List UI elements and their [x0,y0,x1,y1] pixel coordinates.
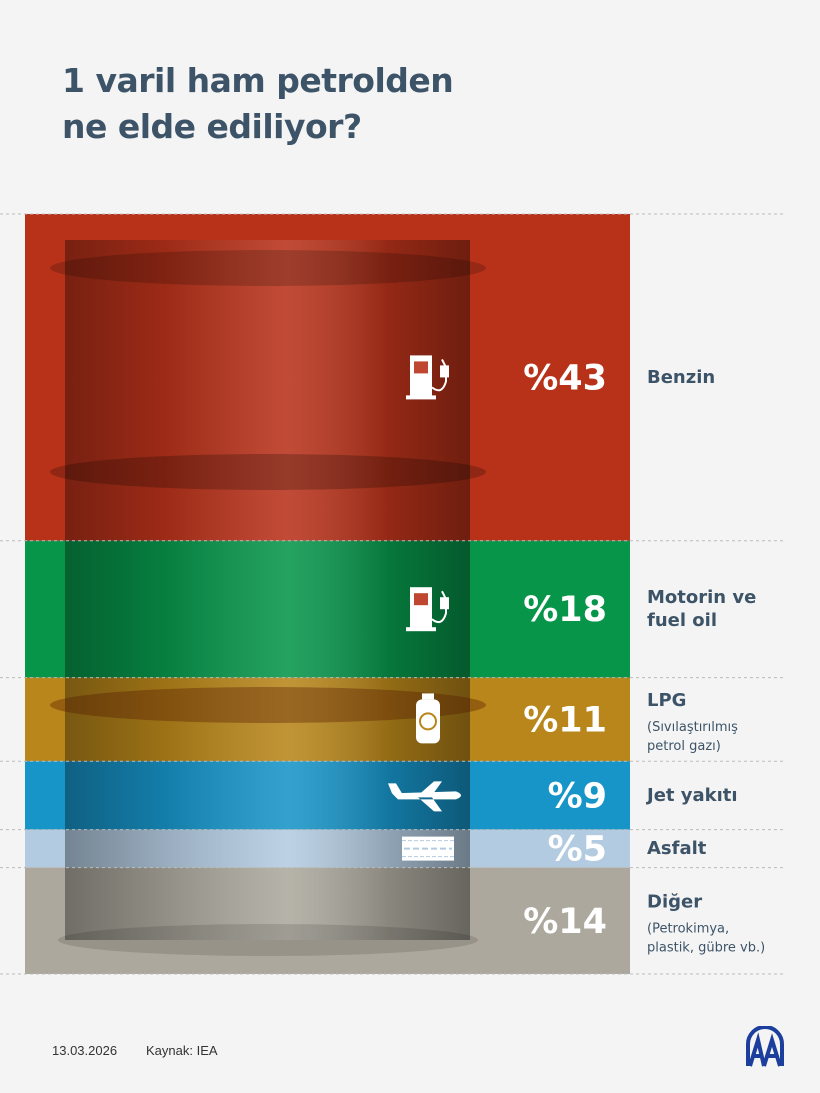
title-line: 1 varil ham petrolden [62,61,454,100]
category-label: Motorin ve [647,587,756,608]
category-sublabel: petrol gazı) [647,739,721,754]
airplane-icon [388,781,461,812]
category-label: LPG [647,690,686,711]
barrel-rim [50,687,486,723]
category-label: Asfalt [647,838,707,859]
barrel-base [58,924,478,956]
percent-label: %14 [523,902,607,942]
road-icon [402,836,454,861]
percent-label: %11 [523,700,607,740]
percent-label: %18 [523,590,607,630]
percent-label: %9 [548,776,607,816]
aa-logo [746,1026,784,1067]
category-label: fuel oil [647,610,717,631]
percent-label: %43 [523,358,607,398]
category-sublabel: plastik, gübre vb.) [647,940,765,955]
category-label: Benzin [647,367,715,388]
category-sublabel: (Sıvılaştırılmış [647,720,738,735]
category-sublabel: (Petrokimya, [647,921,729,936]
footer-source: Kaynak: IEA [146,1043,218,1058]
title-line: ne elde ediliyor? [62,107,362,146]
barrel-rim [50,454,486,490]
category-label: Jet yakıtı [645,785,738,806]
gas-cylinder-icon [416,693,440,744]
category-label: Diğer [647,891,702,912]
barrel-rim [50,250,486,286]
percent-label: %5 [548,830,607,870]
barrel-body [65,240,470,940]
page-title: 1 varil ham petrolden ne elde ediliyor? [62,58,454,150]
fuel-pump-icon [406,587,449,632]
fuel-pump-icon [406,355,449,400]
footer-date: 13.03.2026 [52,1043,118,1058]
